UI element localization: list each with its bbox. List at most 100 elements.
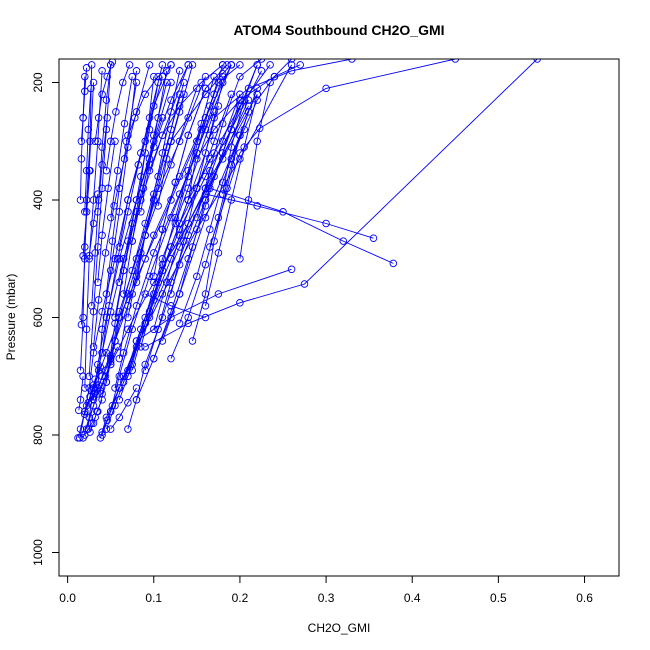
data-point bbox=[74, 434, 82, 442]
data-point bbox=[77, 137, 86, 146]
data-point bbox=[86, 428, 94, 436]
data-point bbox=[94, 208, 102, 216]
data-point bbox=[141, 290, 149, 298]
data-point bbox=[253, 96, 261, 104]
data-point bbox=[236, 255, 244, 263]
data-point bbox=[132, 196, 141, 204]
data-point bbox=[300, 280, 309, 288]
profile-line bbox=[97, 141, 116, 283]
data-point bbox=[87, 419, 96, 428]
data-point bbox=[113, 343, 122, 351]
data-point bbox=[106, 266, 115, 275]
data-point bbox=[89, 390, 98, 398]
profile-series bbox=[81, 84, 95, 216]
profile-line bbox=[144, 94, 241, 371]
data-point bbox=[158, 61, 167, 69]
data-point bbox=[167, 290, 175, 298]
x-tick-label: 0.2 bbox=[232, 591, 249, 605]
profile-series bbox=[141, 90, 244, 375]
data-point bbox=[171, 213, 180, 222]
data-point bbox=[154, 78, 162, 87]
profile-line bbox=[105, 82, 137, 295]
data-point bbox=[210, 125, 218, 134]
data-point bbox=[244, 102, 253, 110]
data-point bbox=[132, 78, 141, 87]
data-point bbox=[101, 249, 110, 257]
data-point bbox=[206, 225, 214, 234]
data-point bbox=[115, 413, 124, 422]
data-point bbox=[227, 196, 236, 204]
data-point bbox=[141, 343, 149, 351]
data-point bbox=[85, 372, 93, 381]
data-point bbox=[145, 125, 154, 134]
data-point bbox=[81, 407, 89, 416]
profile-series bbox=[77, 61, 96, 329]
data-point bbox=[175, 290, 184, 298]
data-point bbox=[201, 149, 210, 157]
data-point bbox=[81, 72, 89, 81]
data-point bbox=[124, 398, 132, 407]
profile-line bbox=[157, 64, 193, 206]
data-point bbox=[167, 354, 175, 363]
data-point bbox=[76, 425, 85, 433]
data-point bbox=[150, 102, 158, 110]
data-point bbox=[218, 190, 227, 198]
profile-line bbox=[84, 88, 92, 212]
profile-line bbox=[78, 376, 84, 411]
data-point bbox=[105, 302, 113, 310]
data-point bbox=[137, 325, 145, 334]
data-point bbox=[236, 155, 244, 163]
profile-line bbox=[131, 64, 189, 242]
data-point bbox=[201, 90, 210, 99]
x-axis: 0.0 0.1 0.2 0.3 0.4 0.5 0.6 bbox=[59, 575, 593, 605]
data-point bbox=[106, 425, 115, 433]
data-point bbox=[141, 319, 149, 328]
data-point bbox=[206, 243, 214, 251]
data-point bbox=[150, 231, 158, 240]
data-point bbox=[91, 249, 99, 257]
data-point bbox=[171, 219, 180, 228]
data-point bbox=[175, 172, 184, 181]
data-point bbox=[98, 307, 106, 316]
profile-series bbox=[137, 67, 171, 216]
data-point bbox=[89, 419, 98, 428]
data-point bbox=[86, 137, 94, 146]
profile-line bbox=[93, 64, 150, 347]
data-point bbox=[184, 61, 192, 69]
profile-series bbox=[150, 84, 210, 281]
profile-line bbox=[97, 117, 108, 212]
x-tick-label: 0.0 bbox=[59, 591, 76, 605]
data-point bbox=[206, 184, 214, 193]
data-point bbox=[167, 78, 175, 87]
data-point bbox=[227, 61, 236, 69]
data-point bbox=[158, 260, 167, 269]
data-point bbox=[98, 67, 106, 75]
data-point bbox=[113, 166, 122, 175]
profile-series bbox=[167, 108, 253, 363]
data-point bbox=[106, 137, 115, 146]
profile-line bbox=[114, 64, 232, 389]
profile-line bbox=[153, 94, 232, 330]
data-point bbox=[132, 337, 141, 345]
data-point bbox=[128, 72, 136, 81]
data-point bbox=[150, 354, 158, 363]
data-point bbox=[113, 255, 122, 263]
data-point bbox=[180, 237, 188, 245]
profile-line bbox=[174, 64, 241, 224]
data-point bbox=[102, 413, 111, 422]
profile-series bbox=[106, 72, 136, 222]
data-point bbox=[150, 249, 158, 257]
x-axis-label: CH2O_GMI bbox=[308, 621, 371, 635]
profile-line bbox=[192, 135, 241, 342]
data-point bbox=[103, 416, 111, 425]
data-point bbox=[236, 149, 244, 157]
data-point bbox=[223, 61, 231, 69]
y-tick-label: 800 bbox=[31, 425, 45, 445]
x-tick-label: 0.1 bbox=[145, 591, 162, 605]
data-point bbox=[128, 266, 136, 275]
data-point bbox=[98, 90, 106, 99]
profile-line bbox=[94, 61, 113, 142]
data-point bbox=[132, 384, 141, 392]
data-point bbox=[132, 302, 141, 310]
